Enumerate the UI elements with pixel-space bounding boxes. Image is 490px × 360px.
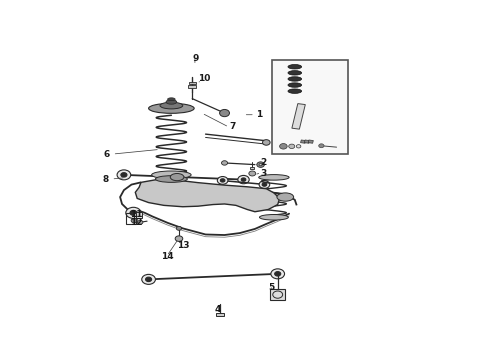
- Ellipse shape: [160, 102, 183, 109]
- Circle shape: [146, 277, 151, 282]
- Circle shape: [238, 175, 249, 184]
- Bar: [216, 313, 224, 316]
- Ellipse shape: [259, 175, 289, 180]
- Bar: [189, 82, 196, 84]
- Bar: [292, 104, 305, 129]
- Ellipse shape: [168, 98, 175, 100]
- Circle shape: [221, 161, 227, 165]
- Circle shape: [263, 140, 270, 145]
- Bar: [188, 85, 196, 87]
- Ellipse shape: [288, 89, 302, 93]
- Text: 1: 1: [256, 110, 263, 119]
- Circle shape: [121, 173, 127, 177]
- Text: 8: 8: [102, 175, 108, 184]
- Ellipse shape: [288, 77, 302, 81]
- Ellipse shape: [260, 215, 288, 220]
- Circle shape: [275, 271, 281, 276]
- Bar: [272, 60, 348, 154]
- Circle shape: [296, 145, 301, 148]
- Ellipse shape: [151, 171, 191, 179]
- Circle shape: [289, 144, 295, 149]
- Text: 2: 2: [260, 158, 267, 167]
- Ellipse shape: [166, 100, 177, 104]
- Circle shape: [318, 144, 324, 148]
- Circle shape: [142, 274, 155, 284]
- Text: 7: 7: [230, 122, 236, 131]
- Text: 12: 12: [129, 218, 142, 227]
- Text: 11: 11: [129, 210, 142, 219]
- Text: 14: 14: [161, 252, 173, 261]
- Circle shape: [138, 220, 143, 224]
- Ellipse shape: [288, 71, 302, 75]
- Bar: [300, 140, 306, 143]
- Circle shape: [126, 207, 141, 219]
- Bar: [308, 140, 313, 143]
- Ellipse shape: [155, 176, 187, 183]
- Text: 4: 4: [215, 305, 221, 314]
- Circle shape: [220, 109, 229, 117]
- Text: 9: 9: [193, 54, 199, 63]
- Text: 13: 13: [177, 240, 190, 249]
- Circle shape: [117, 170, 131, 180]
- Circle shape: [257, 162, 265, 167]
- Circle shape: [259, 181, 270, 188]
- Circle shape: [176, 226, 182, 230]
- Bar: [304, 140, 310, 143]
- Bar: [270, 289, 285, 300]
- Circle shape: [259, 163, 262, 166]
- Circle shape: [262, 183, 267, 186]
- Text: 6: 6: [104, 150, 110, 158]
- Ellipse shape: [148, 103, 194, 113]
- Ellipse shape: [277, 193, 294, 201]
- Text: 3: 3: [260, 169, 267, 178]
- Ellipse shape: [170, 174, 184, 181]
- Circle shape: [175, 236, 183, 242]
- Circle shape: [280, 144, 287, 149]
- Circle shape: [218, 176, 228, 184]
- Bar: [250, 167, 254, 169]
- Polygon shape: [135, 179, 280, 212]
- Circle shape: [130, 210, 137, 215]
- Text: 10: 10: [198, 74, 210, 83]
- Ellipse shape: [288, 83, 302, 87]
- Circle shape: [241, 178, 246, 181]
- Ellipse shape: [288, 64, 302, 69]
- Circle shape: [220, 179, 225, 182]
- Bar: [134, 212, 142, 218]
- Text: 5: 5: [268, 283, 274, 292]
- Circle shape: [249, 171, 256, 176]
- Circle shape: [271, 269, 285, 279]
- Circle shape: [131, 219, 137, 223]
- Bar: [126, 213, 136, 224]
